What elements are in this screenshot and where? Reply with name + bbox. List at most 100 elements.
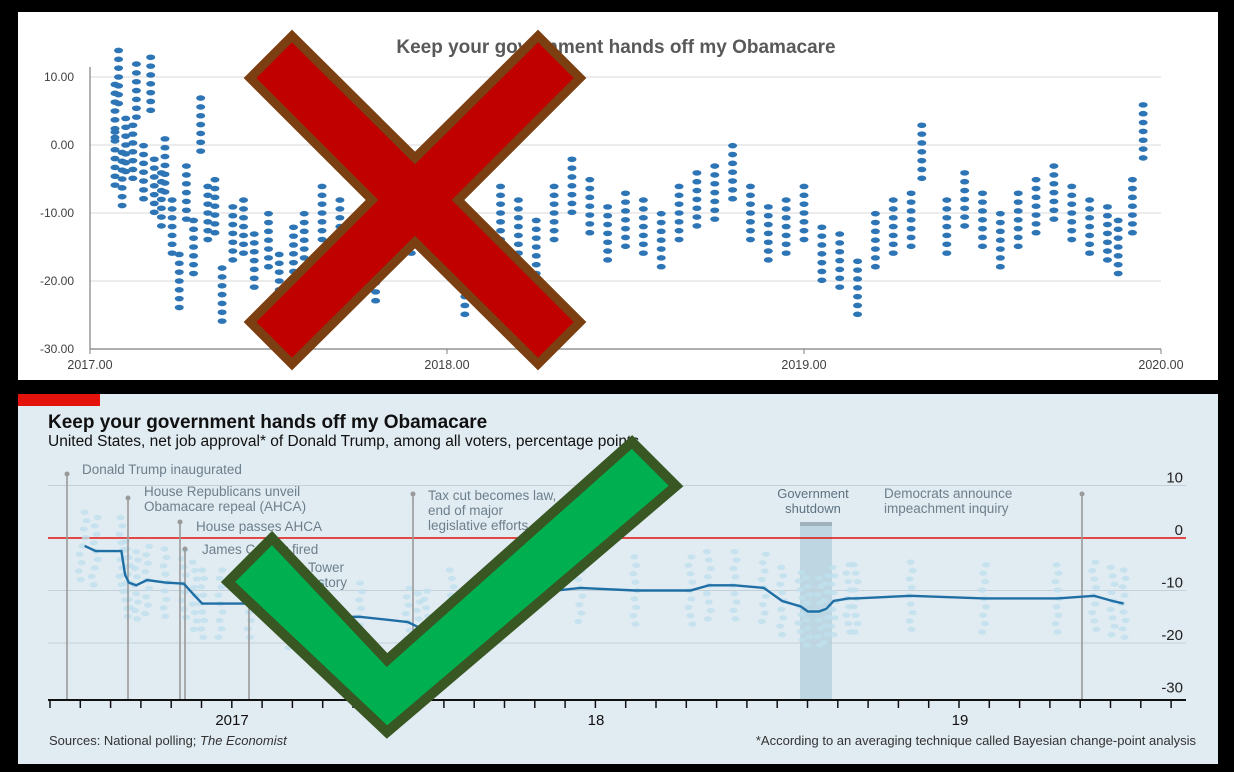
excel-data-point [549,219,559,225]
excel-data-point [228,221,238,228]
excel-data-point [781,214,791,221]
faint-poll-dot [446,634,455,640]
excel-data-point [128,140,138,146]
faint-poll-dot [827,581,836,587]
excel-data-point [478,257,488,264]
excel-data-point [160,144,170,151]
excel-data-point [621,208,630,214]
excel-data-point [110,182,120,188]
excel-data-point [728,151,738,158]
excel-data-point [149,209,159,216]
excel-y-tick-label: -30.00 [40,342,74,356]
excel-data-point [603,257,613,263]
faint-poll-dot [321,639,330,645]
excel-data-point [692,170,702,176]
faint-poll-dot [134,557,143,563]
excel-data-point [817,242,827,248]
excel-data-point [189,261,199,268]
excel-data-point [906,199,916,205]
excel-data-point [585,176,595,183]
excel-data-point [156,223,166,229]
excel-data-point [567,200,577,207]
excel-data-point [817,233,827,239]
excel-data-point [853,302,863,309]
faint-poll-dot [730,549,739,555]
faint-poll-dot [132,591,141,597]
faint-poll-dot [90,523,99,529]
excel-data-point [656,246,666,252]
excel-data-point [181,216,191,222]
excel-data-point [978,243,987,250]
excel-data-point [181,207,191,214]
excel-data-point [353,242,363,248]
event-marker-dot [177,519,183,525]
faint-poll-dot [420,596,429,603]
excel-y-tick-label: -10.00 [40,206,74,220]
faint-poll-dot [82,518,91,524]
excel-data-point [1102,230,1112,237]
faint-poll-dot [357,647,366,653]
excel-data-point [1049,198,1059,205]
faint-poll-dot [730,591,739,597]
excel-data-point [817,268,827,275]
faint-poll-dot [245,592,254,598]
excel-data-point [249,284,259,290]
excel-data-point [299,237,309,243]
excel-data-point [442,235,452,241]
excel-data-point [549,236,559,243]
excel-data-point [603,230,613,237]
faint-poll-dot [198,567,207,573]
excel-data-point [388,239,398,246]
faint-poll-dot [813,592,822,598]
faint-poll-dot [188,559,197,565]
faint-poll-dot [501,618,510,624]
faint-poll-dot [422,647,431,653]
faint-poll-dot [802,600,811,606]
faint-poll-dot [687,596,696,602]
excel-data-point [745,201,755,207]
faint-poll-dot [1054,570,1063,576]
excel-data-point [603,212,613,219]
faint-poll-dot [803,625,812,631]
excel-data-point [196,95,206,101]
faint-poll-dot [179,564,188,570]
excel-data-point [1067,219,1077,225]
excel-data-point [121,151,131,157]
faint-poll-dot [1110,623,1119,629]
excel-data-point [146,72,156,78]
faint-poll-dot [777,606,786,612]
excel-data-point [1049,172,1059,178]
excel-data-point [513,214,523,221]
faint-poll-dot [159,563,168,569]
excel-data-point [978,234,987,241]
excel-data-point [621,243,630,250]
excel-data-point [442,253,452,259]
excel-data-point [388,212,398,219]
excel-data-point [406,223,416,230]
faint-poll-dot [503,584,512,590]
excel-data-point [513,241,523,248]
faint-poll-dot [801,617,810,623]
faint-poll-dot [1051,578,1060,585]
excel-x-tick-labels: 2017.00 2018.00 2019.00 2020.00 [67,358,1183,372]
faint-poll-dot [318,605,327,611]
excel-data-point [513,250,523,256]
excel-data-point [567,191,577,198]
excel-data-point [781,241,791,248]
excel-data-point [1031,194,1041,201]
excel-data-point [870,255,880,261]
faint-poll-dot [686,613,695,619]
faint-poll-dot [575,560,584,566]
excel-data-point [1013,199,1023,205]
faint-poll-dot [246,617,255,624]
faint-poll-dot [131,565,140,572]
faint-poll-dot [402,636,411,642]
excel-data-point [763,204,773,210]
excel-data-point [917,157,927,164]
excel-data-point [478,284,488,290]
excel-data-point [128,122,138,129]
faint-poll-dot [824,614,833,620]
faint-poll-dot [1119,567,1128,573]
faint-poll-dot [424,613,433,619]
excel-data-point [656,255,666,261]
